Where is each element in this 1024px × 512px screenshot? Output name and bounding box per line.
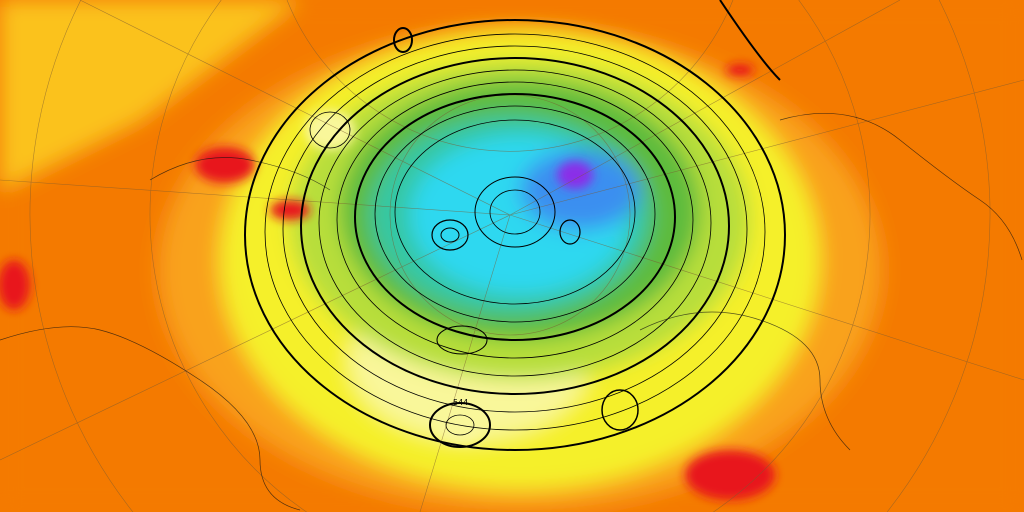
pale-yellow-patch [305,110,355,150]
red-patch [685,450,775,500]
accents [0,64,775,500]
red-patch [0,260,30,310]
yellow-band-left [0,0,300,190]
red-patch [270,200,310,220]
purple-core [557,161,593,189]
red-patch [195,147,255,183]
contour-label: 544 [453,398,468,407]
blue-zone [520,150,640,230]
height-contours [244,0,786,451]
red-patch [726,64,754,76]
coastlines [0,112,1023,511]
